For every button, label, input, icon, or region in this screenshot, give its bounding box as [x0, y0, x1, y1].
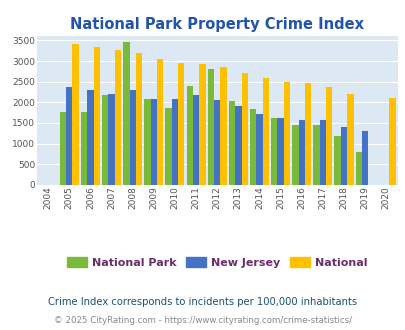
Bar — [102, 95, 108, 185]
Bar — [361, 131, 367, 185]
Bar — [298, 120, 304, 185]
Bar — [186, 86, 192, 185]
Bar — [207, 69, 213, 185]
Bar — [325, 87, 332, 185]
Bar — [220, 67, 226, 185]
Legend: National Park, New Jersey, National: National Park, New Jersey, National — [62, 253, 371, 272]
Bar — [192, 95, 199, 185]
Bar — [178, 63, 184, 185]
Bar — [292, 125, 298, 185]
Bar — [355, 152, 361, 185]
Bar — [271, 118, 277, 185]
Bar — [165, 108, 171, 185]
Bar — [94, 47, 100, 185]
Bar — [60, 112, 66, 185]
Text: Crime Index corresponds to incidents per 100,000 inhabitants: Crime Index corresponds to incidents per… — [48, 297, 357, 307]
Bar — [340, 127, 346, 185]
Text: © 2025 CityRating.com - https://www.cityrating.com/crime-statistics/: © 2025 CityRating.com - https://www.city… — [54, 316, 351, 325]
Bar — [213, 100, 220, 185]
Bar — [123, 43, 129, 185]
Bar — [313, 125, 319, 185]
Bar — [66, 87, 72, 185]
Bar — [277, 118, 283, 185]
Bar — [249, 109, 256, 185]
Bar — [81, 112, 87, 185]
Bar — [150, 99, 157, 185]
Bar — [256, 114, 262, 185]
Bar — [115, 50, 121, 185]
Bar — [199, 64, 205, 185]
Bar — [136, 53, 142, 185]
Bar — [346, 94, 353, 185]
Title: National Park Property Crime Index: National Park Property Crime Index — [70, 17, 363, 32]
Bar — [283, 82, 290, 185]
Bar — [87, 90, 94, 185]
Bar — [108, 94, 115, 185]
Bar — [129, 89, 136, 185]
Bar — [157, 59, 163, 185]
Bar — [334, 136, 340, 185]
Bar — [304, 83, 311, 185]
Bar — [262, 78, 269, 185]
Bar — [241, 73, 247, 185]
Bar — [72, 44, 79, 185]
Bar — [234, 106, 241, 185]
Bar — [319, 120, 325, 185]
Bar — [228, 101, 234, 185]
Bar — [144, 99, 150, 185]
Bar — [171, 99, 178, 185]
Bar — [388, 98, 395, 185]
